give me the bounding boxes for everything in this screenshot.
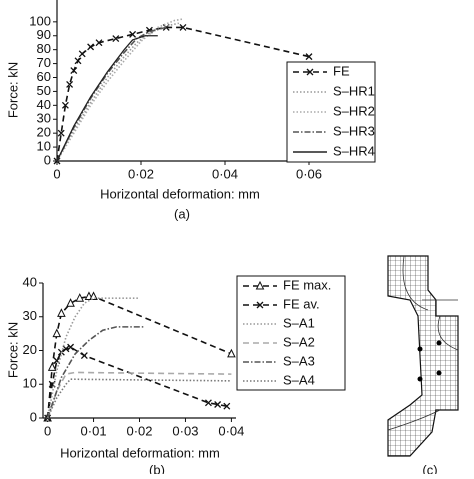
series-line bbox=[57, 19, 183, 161]
legend-label: FE max. bbox=[283, 277, 331, 292]
x-tick-label: 0·06 bbox=[296, 166, 322, 181]
x-tick-label: 0·01 bbox=[81, 423, 107, 438]
marker bbox=[88, 44, 94, 50]
y-tick-label: 50 bbox=[37, 83, 51, 98]
mesh-diagram bbox=[388, 256, 458, 456]
bolt bbox=[418, 377, 423, 382]
marker bbox=[79, 51, 85, 57]
y-axis-label: Force: kN bbox=[5, 322, 20, 378]
y-tick-label: 10 bbox=[23, 376, 37, 391]
y-tick-label: 100 bbox=[29, 13, 51, 28]
y-tick-label: 30 bbox=[37, 111, 51, 126]
marker bbox=[81, 353, 87, 359]
series-line bbox=[57, 27, 166, 161]
marker bbox=[49, 363, 56, 370]
y-tick-label: 20 bbox=[37, 125, 51, 140]
bolt bbox=[418, 347, 423, 352]
y-tick-label: 10 bbox=[37, 139, 51, 154]
legend-label: FE bbox=[333, 63, 350, 78]
legend-label: S–HR4 bbox=[333, 143, 375, 158]
x-tick-label: 0·02 bbox=[126, 423, 152, 438]
legend-label: S–HR3 bbox=[333, 123, 375, 138]
y-tick-label: 0 bbox=[30, 409, 37, 424]
y-tick-label: 60 bbox=[37, 69, 51, 84]
caption: (b) bbox=[149, 462, 165, 474]
x-tick-label: 0·04 bbox=[218, 423, 244, 438]
marker bbox=[58, 309, 65, 316]
marker bbox=[53, 330, 60, 337]
series-line bbox=[48, 379, 232, 418]
legend-label: FE av. bbox=[283, 296, 320, 311]
y-tick-label: 80 bbox=[37, 41, 51, 56]
y-tick-label: 0 bbox=[44, 152, 51, 167]
x-tick-label: 0 bbox=[53, 166, 60, 181]
legend-label: S–A4 bbox=[283, 372, 315, 387]
bolt bbox=[437, 341, 442, 346]
y-tick-label: 30 bbox=[23, 308, 37, 323]
y-tick-label: 70 bbox=[37, 55, 51, 70]
series-line bbox=[48, 347, 227, 418]
legend-label: S–HR2 bbox=[333, 103, 375, 118]
legend-label: S–A2 bbox=[283, 334, 315, 349]
caption: (c) bbox=[422, 462, 437, 474]
series-line bbox=[57, 23, 179, 161]
y-axis-label: Force: kN bbox=[5, 62, 20, 118]
caption: (a) bbox=[174, 206, 190, 221]
x-tick-label: 0·04 bbox=[212, 166, 238, 181]
x-tick-label: 0·02 bbox=[128, 166, 154, 181]
y-tick-label: 20 bbox=[23, 342, 37, 357]
y-tick-label: 40 bbox=[37, 97, 51, 112]
x-axis-label: Horizontal deformation: mm bbox=[60, 445, 220, 460]
legend-label: S–A3 bbox=[283, 353, 315, 368]
series-line bbox=[57, 36, 158, 161]
legend-label: S–A1 bbox=[283, 315, 315, 330]
mesh bbox=[388, 256, 458, 456]
x-axis-label: Horizontal deformation: mm bbox=[100, 186, 260, 201]
x-tick-label: 0 bbox=[44, 423, 51, 438]
x-tick-label: 0·03 bbox=[172, 423, 198, 438]
y-tick-label: 90 bbox=[37, 27, 51, 42]
series-line bbox=[48, 297, 232, 419]
legend-label: S–HR1 bbox=[333, 83, 375, 98]
y-tick-label: 40 bbox=[23, 274, 37, 289]
marker bbox=[75, 58, 81, 64]
bolt bbox=[437, 371, 442, 376]
series-line bbox=[57, 27, 309, 161]
